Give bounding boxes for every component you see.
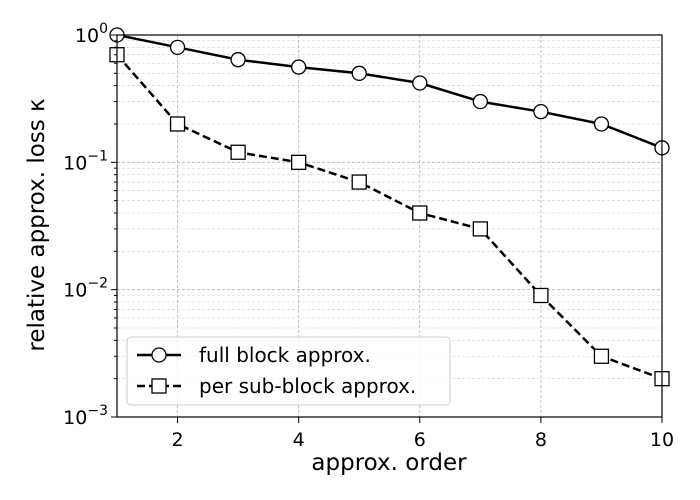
markers (109, 27, 670, 387)
legend-square-marker-icon (151, 378, 167, 394)
y-axis-label: relative approx. loss κ (24, 98, 50, 351)
plot-lines (116, 33, 663, 380)
x-tick-labels: 2 4 6 8 10 (172, 429, 675, 451)
y-tick-label: 10−2 (63, 276, 108, 302)
x-tick-label: 8 (535, 429, 547, 451)
data-point-circle (351, 65, 367, 81)
data-point-square (351, 174, 367, 190)
y-tick-label: 100 (75, 21, 108, 47)
data-point-circle (230, 52, 246, 68)
data-point-circle (593, 116, 610, 132)
data-point-square (230, 144, 246, 160)
x-tick-label: 2 (172, 429, 184, 451)
y-tick-label: 10−1 (63, 148, 108, 174)
data-point-square (472, 221, 488, 237)
data-point-circle (533, 104, 549, 120)
legend: full block approx. per sub-block approx. (126, 336, 451, 406)
data-point-square (412, 205, 428, 221)
legend-label-per-sub-block: per sub-block approx. (199, 374, 416, 398)
x-tick-label: 4 (293, 429, 305, 451)
data-point-circle (291, 59, 307, 75)
legend-box (126, 336, 451, 406)
series-line-0 (116, 33, 663, 149)
data-point-square (593, 348, 610, 364)
x-axis-label: approx. order (311, 450, 467, 476)
data-point-circle (412, 75, 428, 91)
legend-circle-marker-icon (151, 347, 167, 363)
data-point-square (169, 116, 186, 132)
legend-label-full-block: full block approx. (199, 343, 371, 367)
data-point-circle (472, 93, 488, 110)
legend-entry-full-block: full block approx. (137, 343, 371, 367)
grid (117, 35, 663, 418)
data-point-circle (169, 39, 186, 55)
data-point-square (291, 154, 307, 170)
y-tick-labels: 10−3 10−2 10−1 100 (63, 21, 108, 429)
ticks (111, 34, 663, 423)
data-point-square (533, 287, 549, 304)
plot-frame (116, 34, 663, 418)
series-line-1 (116, 53, 663, 380)
legend-entry-per-sub-block: per sub-block approx. (137, 374, 416, 398)
x-tick-label: 6 (414, 429, 426, 451)
y-tick-label: 10−3 (63, 403, 108, 429)
x-tick-label: 10 (650, 429, 674, 451)
